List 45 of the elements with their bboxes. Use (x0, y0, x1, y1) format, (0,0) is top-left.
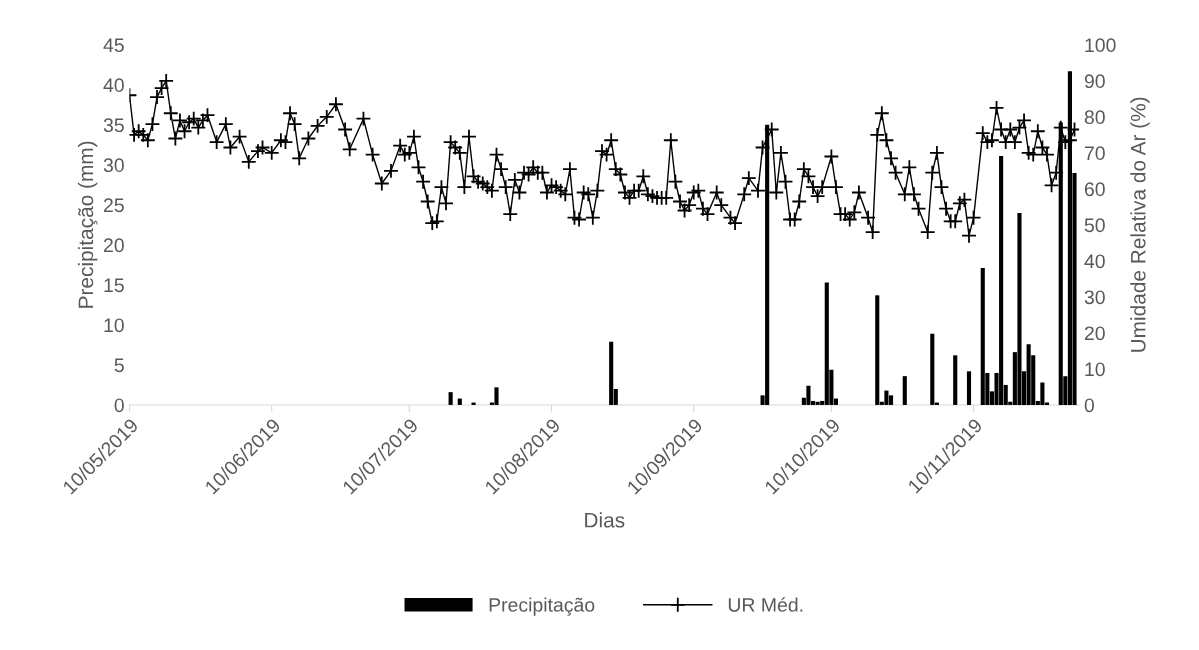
y2-tick-label: 50 (1084, 218, 1105, 233)
bar (966, 371, 972, 405)
bar (888, 395, 894, 405)
y2-tick-label: 0 (1084, 398, 1095, 413)
bar (884, 390, 889, 405)
bar (824, 282, 829, 405)
bar (930, 333, 935, 405)
y-tick-label: 45 (103, 38, 124, 53)
y-tick-label: 30 (103, 158, 124, 173)
y-tick-label: 15 (104, 278, 124, 293)
bar (1017, 212, 1022, 405)
bar (815, 401, 820, 405)
y2-tick-label: 80 (1084, 110, 1105, 125)
y-tick-label: 0 (114, 398, 124, 413)
y2-tick-label: 20 (1084, 326, 1105, 341)
y2-tick-label: 30 (1084, 290, 1105, 305)
bar (494, 387, 499, 405)
y-tick-label: 20 (103, 238, 124, 253)
legend-label: Precipitação (489, 597, 595, 616)
legend-label: UR Méd. (728, 597, 803, 612)
bar (980, 268, 985, 405)
y-tick-label: 35 (103, 118, 124, 133)
bar (448, 392, 453, 405)
y2-tick-label: 60 (1084, 182, 1105, 197)
bar (902, 376, 907, 405)
bar (806, 385, 811, 405)
y-tick-label: 25 (103, 198, 124, 213)
bar (1026, 344, 1031, 405)
bar (875, 295, 880, 405)
y2-tick-label: 100 (1085, 38, 1116, 53)
bar (953, 355, 958, 405)
y-tick-label: 40 (103, 78, 124, 93)
bar (609, 341, 614, 405)
y2-tick-label: 40 (1084, 254, 1105, 269)
y-axis-title: Precipitação (mm) (77, 141, 98, 308)
bar (457, 398, 462, 405)
x-axis-title: Dias (585, 512, 625, 528)
y-tick-label: 5 (114, 358, 124, 373)
bar (471, 402, 476, 405)
y2-tick-label: 70 (1084, 146, 1105, 161)
y-tick-label: 10 (104, 318, 124, 333)
bar (1040, 382, 1045, 405)
y2-tick-label: 10 (1085, 362, 1105, 377)
y2-axis-title: Umidade Relativa do Ar (%) (1130, 97, 1150, 352)
y2-tick-label: 90 (1084, 74, 1105, 89)
